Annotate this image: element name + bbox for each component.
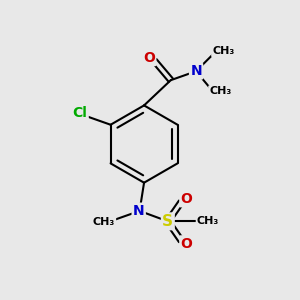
Text: N: N xyxy=(133,204,145,218)
Text: Cl: Cl xyxy=(73,106,87,120)
Text: O: O xyxy=(181,192,193,206)
Text: O: O xyxy=(181,237,193,250)
Text: CH₃: CH₃ xyxy=(93,217,115,227)
Text: O: O xyxy=(143,51,155,65)
Text: N: N xyxy=(190,64,202,78)
Text: CH₃: CH₃ xyxy=(197,216,219,226)
Text: S: S xyxy=(162,214,173,229)
Text: CH₃: CH₃ xyxy=(209,86,232,96)
Text: CH₃: CH₃ xyxy=(212,46,235,56)
